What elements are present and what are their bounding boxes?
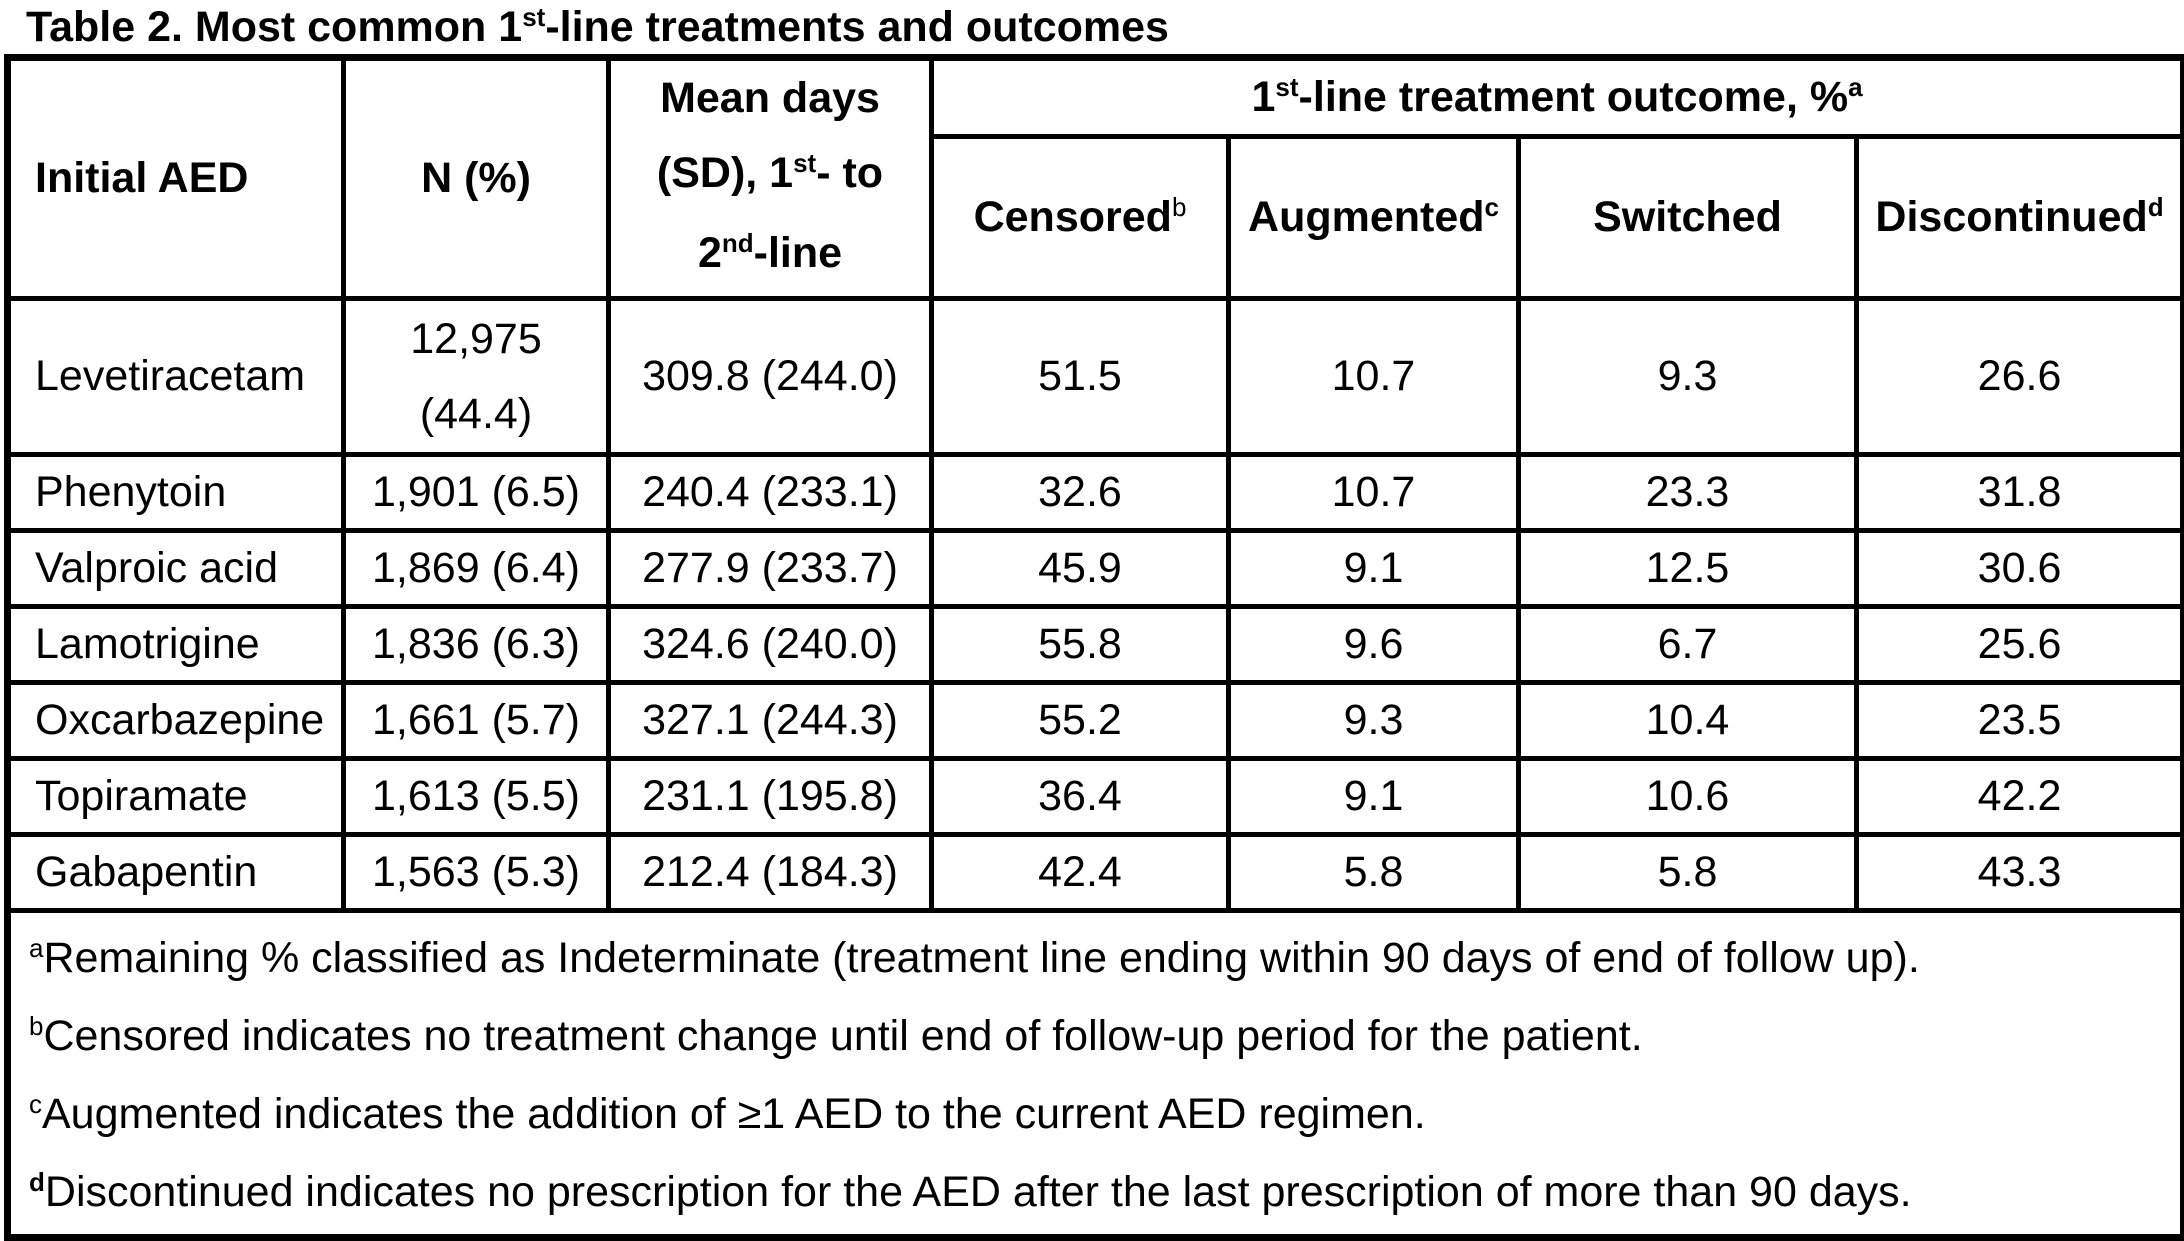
header-censored: Censoredb bbox=[929, 133, 1231, 302]
cell-mean-days: 277.9 (233.7) bbox=[606, 528, 934, 609]
table-row: Oxcarbazepine 1,661 (5.7) 327.1 (244.3) … bbox=[5, 680, 2184, 761]
cell-n-line2: (44.4) bbox=[419, 389, 533, 438]
cell-discontinued: 26.6 bbox=[1853, 296, 2184, 457]
cell-censored: 55.2 bbox=[929, 680, 1231, 761]
cell-mean-days: 231.1 (195.8) bbox=[606, 756, 934, 837]
header-mean-days: Mean days (SD), 1st- to 2nd-line bbox=[606, 55, 934, 301]
table-row: Phenytoin 1,901 (6.5) 240.4 (233.1) 32.6… bbox=[5, 452, 2184, 533]
footnote-d: dDiscontinued indicates no prescription … bbox=[29, 1167, 1912, 1216]
cell-switched: 5.8 bbox=[1516, 832, 1859, 913]
cell-switched: 10.4 bbox=[1516, 680, 1859, 761]
table-title-text: Table 2. Most common 1 bbox=[26, 3, 523, 51]
cell-n-pct: 12,975 (44.4) bbox=[341, 296, 611, 457]
cell-n-pct: 1,836 (6.3) bbox=[341, 604, 611, 685]
footnote-a-marker: a bbox=[29, 933, 44, 963]
cell-censored: 55.8 bbox=[929, 604, 1231, 685]
footnote-d-marker: d bbox=[29, 1167, 45, 1197]
cell-mean-days: 240.4 (233.1) bbox=[606, 452, 934, 533]
header-row-sub: Censoredb Augmentedc Switched Discontinu… bbox=[8, 133, 2184, 302]
cell-n-pct: 1,901 (6.5) bbox=[341, 452, 611, 533]
footnote-c-marker: c bbox=[29, 1089, 42, 1119]
cell-n-pct: 1,563 (5.3) bbox=[341, 832, 611, 913]
cell-censored: 42.4 bbox=[929, 832, 1231, 913]
footnotes-row: aRemaining % classified as Indeterminate… bbox=[4, 908, 2184, 1240]
footnote-c-marker: c bbox=[1484, 191, 1499, 222]
cell-augmented: 9.1 bbox=[1226, 528, 1521, 609]
cell-discontinued: 43.3 bbox=[1853, 832, 2184, 913]
mean-days-superscript: nd bbox=[721, 228, 754, 258]
cell-switched: 23.3 bbox=[1516, 452, 1859, 533]
cell-mean-days: 324.6 (240.0) bbox=[606, 604, 934, 685]
footnote-c: cAugmented indicates the addition of ≥1 … bbox=[29, 1089, 1426, 1138]
cell-mean-days: 212.4 (184.3) bbox=[606, 832, 934, 913]
cell-discontinued: 30.6 bbox=[1853, 528, 2184, 609]
cell-augmented: 9.3 bbox=[1226, 680, 1521, 761]
footnote-a-marker: a bbox=[1848, 71, 1863, 102]
footnote-b-marker: b bbox=[1171, 191, 1187, 222]
header-mean-days-line3: 2nd-line bbox=[697, 228, 843, 277]
cell-mean-days: 309.8 (244.0) bbox=[606, 296, 934, 457]
cell-aed: Levetiracetam bbox=[5, 296, 346, 457]
cell-switched: 6.7 bbox=[1516, 604, 1859, 685]
cell-n-line1: 12,975 bbox=[410, 314, 542, 363]
header-outcome-group: 1st-line treatment outcome, %a bbox=[928, 55, 2184, 139]
cell-aed: Phenytoin bbox=[5, 452, 346, 533]
cell-n-pct: 1,613 (5.5) bbox=[341, 756, 611, 837]
cell-n-pct: 1,661 (5.7) bbox=[341, 680, 611, 761]
cell-censored: 45.9 bbox=[929, 528, 1231, 609]
cell-aed: Oxcarbazepine bbox=[5, 680, 346, 761]
cell-censored: 51.5 bbox=[929, 296, 1231, 457]
header-discontinued: Discontinuedd bbox=[1853, 133, 2184, 302]
table-title: Table 2. Most common 1st-line treatments… bbox=[26, 2, 1169, 57]
header-augmented: Augmentedc bbox=[1226, 133, 1521, 302]
footnotes-cell: aRemaining % classified as Indeterminate… bbox=[4, 908, 2184, 1240]
header-initial-aed-label: Initial AED bbox=[35, 154, 249, 202]
header-switched: Switched bbox=[1516, 133, 1859, 302]
cell-discontinued: 42.2 bbox=[1853, 756, 2184, 837]
header-mean-days-line1: Mean days bbox=[660, 74, 880, 122]
cell-censored: 32.6 bbox=[929, 452, 1231, 533]
footnote-b-marker: b bbox=[29, 1011, 44, 1041]
footnote-d-marker: d bbox=[2147, 191, 2164, 222]
table-row: Topiramate 1,613 (5.5) 231.1 (195.8) 36.… bbox=[5, 756, 2184, 837]
cell-switched: 9.3 bbox=[1516, 296, 1859, 457]
cell-discontinued: 23.5 bbox=[1853, 680, 2184, 761]
header-row-group: Initial AED N (%) Mean days (SD), 1st- t… bbox=[5, 55, 2184, 301]
cell-switched: 10.6 bbox=[1516, 756, 1859, 837]
cell-censored: 36.4 bbox=[929, 756, 1231, 837]
table-row: Valproic acid 1,869 (6.4) 277.9 (233.7) … bbox=[5, 528, 2184, 609]
table-row: Lamotrigine 1,836 (6.3) 324.6 (240.0) 55… bbox=[5, 604, 2184, 685]
cell-augmented: 9.1 bbox=[1226, 756, 1521, 837]
cell-aed: Topiramate bbox=[5, 756, 346, 837]
cell-augmented: 10.7 bbox=[1226, 296, 1521, 457]
header-n-pct-label: N (%) bbox=[421, 154, 531, 202]
table-row: Levetiracetam 12,975 (44.4) 309.8 (244.0… bbox=[5, 296, 2184, 457]
outcome-group-superscript: st bbox=[1275, 71, 1299, 102]
header-n-pct: N (%) bbox=[341, 55, 611, 301]
cell-discontinued: 25.6 bbox=[1853, 604, 2184, 685]
header-initial-aed: Initial AED bbox=[5, 55, 346, 301]
mean-days-superscript: st bbox=[793, 148, 817, 178]
footnote-a: aRemaining % classified as Indeterminate… bbox=[29, 933, 1920, 982]
footnote-b: bCensored indicates no treatment change … bbox=[29, 1011, 1643, 1060]
cell-aed: Lamotrigine bbox=[5, 604, 346, 685]
cell-augmented: 10.7 bbox=[1226, 452, 1521, 533]
table-title-text: -line treatments and outcomes bbox=[545, 3, 1169, 51]
cell-aed: Valproic acid bbox=[5, 528, 346, 609]
table-row: Gabapentin 1,563 (5.3) 212.4 (184.3) 42.… bbox=[5, 832, 2184, 913]
cell-mean-days: 327.1 (244.3) bbox=[606, 680, 934, 761]
cell-augmented: 9.6 bbox=[1226, 604, 1521, 685]
treatments-outcomes-table: Initial AED N (%) Mean days (SD), 1st- t… bbox=[4, 54, 2184, 1241]
header-mean-days-line2: (SD), 1st- to bbox=[656, 148, 884, 197]
cell-n-pct: 1,869 (6.4) bbox=[341, 528, 611, 609]
table-title-superscript: st bbox=[522, 2, 546, 32]
cell-aed: Gabapentin bbox=[5, 832, 346, 913]
cell-augmented: 5.8 bbox=[1226, 832, 1521, 913]
cell-discontinued: 31.8 bbox=[1853, 452, 2184, 533]
cell-switched: 12.5 bbox=[1516, 528, 1859, 609]
